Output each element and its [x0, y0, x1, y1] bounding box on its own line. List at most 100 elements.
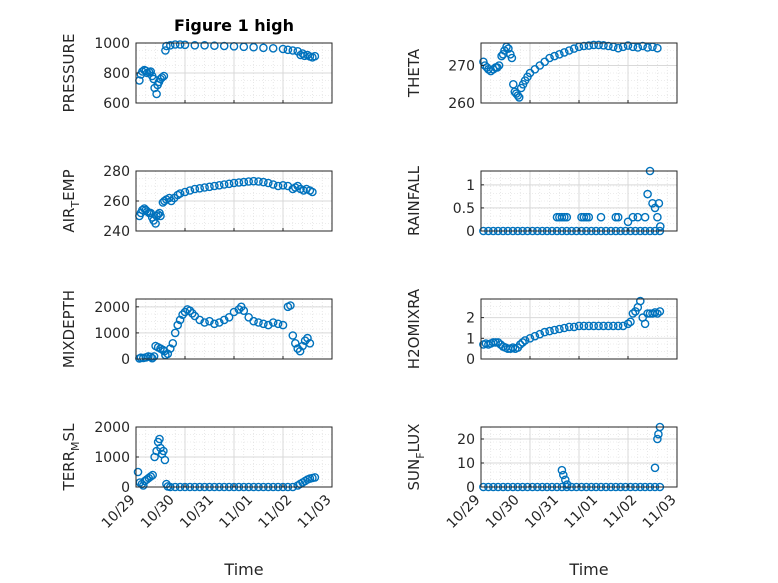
- data-point: [200, 318, 209, 327]
- data-point: [214, 180, 224, 190]
- data-point: [574, 321, 584, 331]
- data-point: [513, 91, 523, 100]
- data-point: [584, 41, 594, 50]
- y-tick-label: 260: [448, 96, 475, 112]
- data-point: [604, 41, 613, 51]
- data-point: [165, 344, 175, 353]
- data-point: [530, 331, 540, 341]
- data-point: [596, 212, 606, 222]
- data-point: [146, 352, 155, 362]
- data-point: [633, 43, 643, 52]
- data-point: [157, 73, 167, 82]
- data-point: [263, 178, 273, 188]
- data-point: [545, 326, 554, 336]
- data-point: [550, 325, 559, 335]
- data-point: [604, 321, 613, 331]
- x-tick-label: 11/01: [216, 492, 256, 532]
- y-tick-label: 270: [448, 59, 475, 75]
- data-point: [594, 321, 603, 331]
- data-point: [545, 53, 554, 63]
- data-point: [195, 183, 204, 193]
- subplot-3: 240 260 280 AIRTEMP: [60, 164, 333, 240]
- data-point: [491, 338, 501, 347]
- y-tick-label: 0: [466, 224, 475, 240]
- data-point: [278, 180, 288, 190]
- y-tick-label: 1000: [94, 36, 130, 52]
- data-point: [263, 320, 273, 330]
- data-point: [613, 43, 623, 53]
- data-point: [155, 434, 164, 444]
- data-point: [273, 319, 283, 329]
- x-axis-label: Time: [223, 560, 263, 579]
- data-point: [210, 319, 219, 329]
- y-tick-label: 280: [103, 164, 130, 180]
- data-point: [643, 189, 652, 199]
- data-point: [173, 320, 182, 330]
- y-tick-label: 2: [466, 311, 475, 327]
- x-tick-label: 10/30: [138, 492, 178, 532]
- data-point: [295, 346, 305, 356]
- y-axis-label: AIRTEMP: [60, 169, 82, 232]
- y-tick-label: 20: [457, 432, 475, 448]
- data-point: [653, 43, 662, 53]
- data-point: [550, 51, 559, 61]
- data-point: [560, 212, 569, 222]
- data-point: [205, 182, 214, 192]
- data-point: [200, 41, 209, 50]
- data-point: [618, 321, 628, 331]
- x-tick-label: 11/01: [561, 492, 601, 532]
- x-tick-label: 11/02: [256, 492, 296, 532]
- data-point: [219, 41, 229, 51]
- data-point: [303, 333, 312, 343]
- data-point: [493, 338, 503, 347]
- y-tick-label: 0: [466, 480, 475, 496]
- data-point: [569, 44, 579, 53]
- data-point: [623, 41, 633, 50]
- data-point: [555, 324, 564, 334]
- data-point: [165, 41, 175, 50]
- data-point: [310, 51, 320, 61]
- data-point: [562, 480, 572, 489]
- data-point: [494, 61, 504, 70]
- data-point: [175, 315, 185, 325]
- data-point: [185, 186, 195, 195]
- data-point: [152, 89, 161, 99]
- data-point: [259, 177, 268, 187]
- data-point: [163, 349, 173, 359]
- data-point: [653, 309, 662, 318]
- data-point: [564, 322, 574, 332]
- data-point: [224, 179, 234, 189]
- data-point: [278, 320, 288, 330]
- data-point: [205, 316, 214, 326]
- subplot-1: 600 800 1000 PRESSURE Figure 1 high: [60, 16, 333, 113]
- data-point: [170, 328, 180, 338]
- y-axis-label: H2OMIXRA: [405, 288, 423, 369]
- y-axis-label: PRESSURE: [60, 34, 78, 113]
- data-point: [190, 184, 200, 194]
- data-point: [628, 212, 638, 222]
- data-point: [305, 338, 315, 348]
- subplot-2: 260 270 THETA: [405, 40, 678, 112]
- data-point: [229, 307, 239, 317]
- data-point: [278, 44, 288, 54]
- data-point: [234, 178, 244, 187]
- data-point: [214, 318, 224, 327]
- data-point: [579, 321, 589, 331]
- data-point: [628, 309, 638, 318]
- data-point: [249, 316, 258, 326]
- data-point: [557, 465, 567, 475]
- data-point: [178, 310, 187, 320]
- data-point: [273, 181, 283, 191]
- data-point: [626, 317, 635, 327]
- x-tick-label: 10/29: [444, 492, 484, 532]
- y-tick-label: 0.5: [453, 201, 475, 217]
- subplot-8: 0 10 20 10/29 10/30 10/31 11/01 11/02 11/03 Time S…: [405, 422, 680, 579]
- data-point: [613, 321, 623, 331]
- data-point: [298, 49, 307, 58]
- data-point: [540, 327, 550, 337]
- data-point: [138, 205, 147, 215]
- data-point: [492, 63, 502, 72]
- data-point: [611, 212, 621, 222]
- data-point: [623, 319, 633, 329]
- data-point: [283, 45, 293, 55]
